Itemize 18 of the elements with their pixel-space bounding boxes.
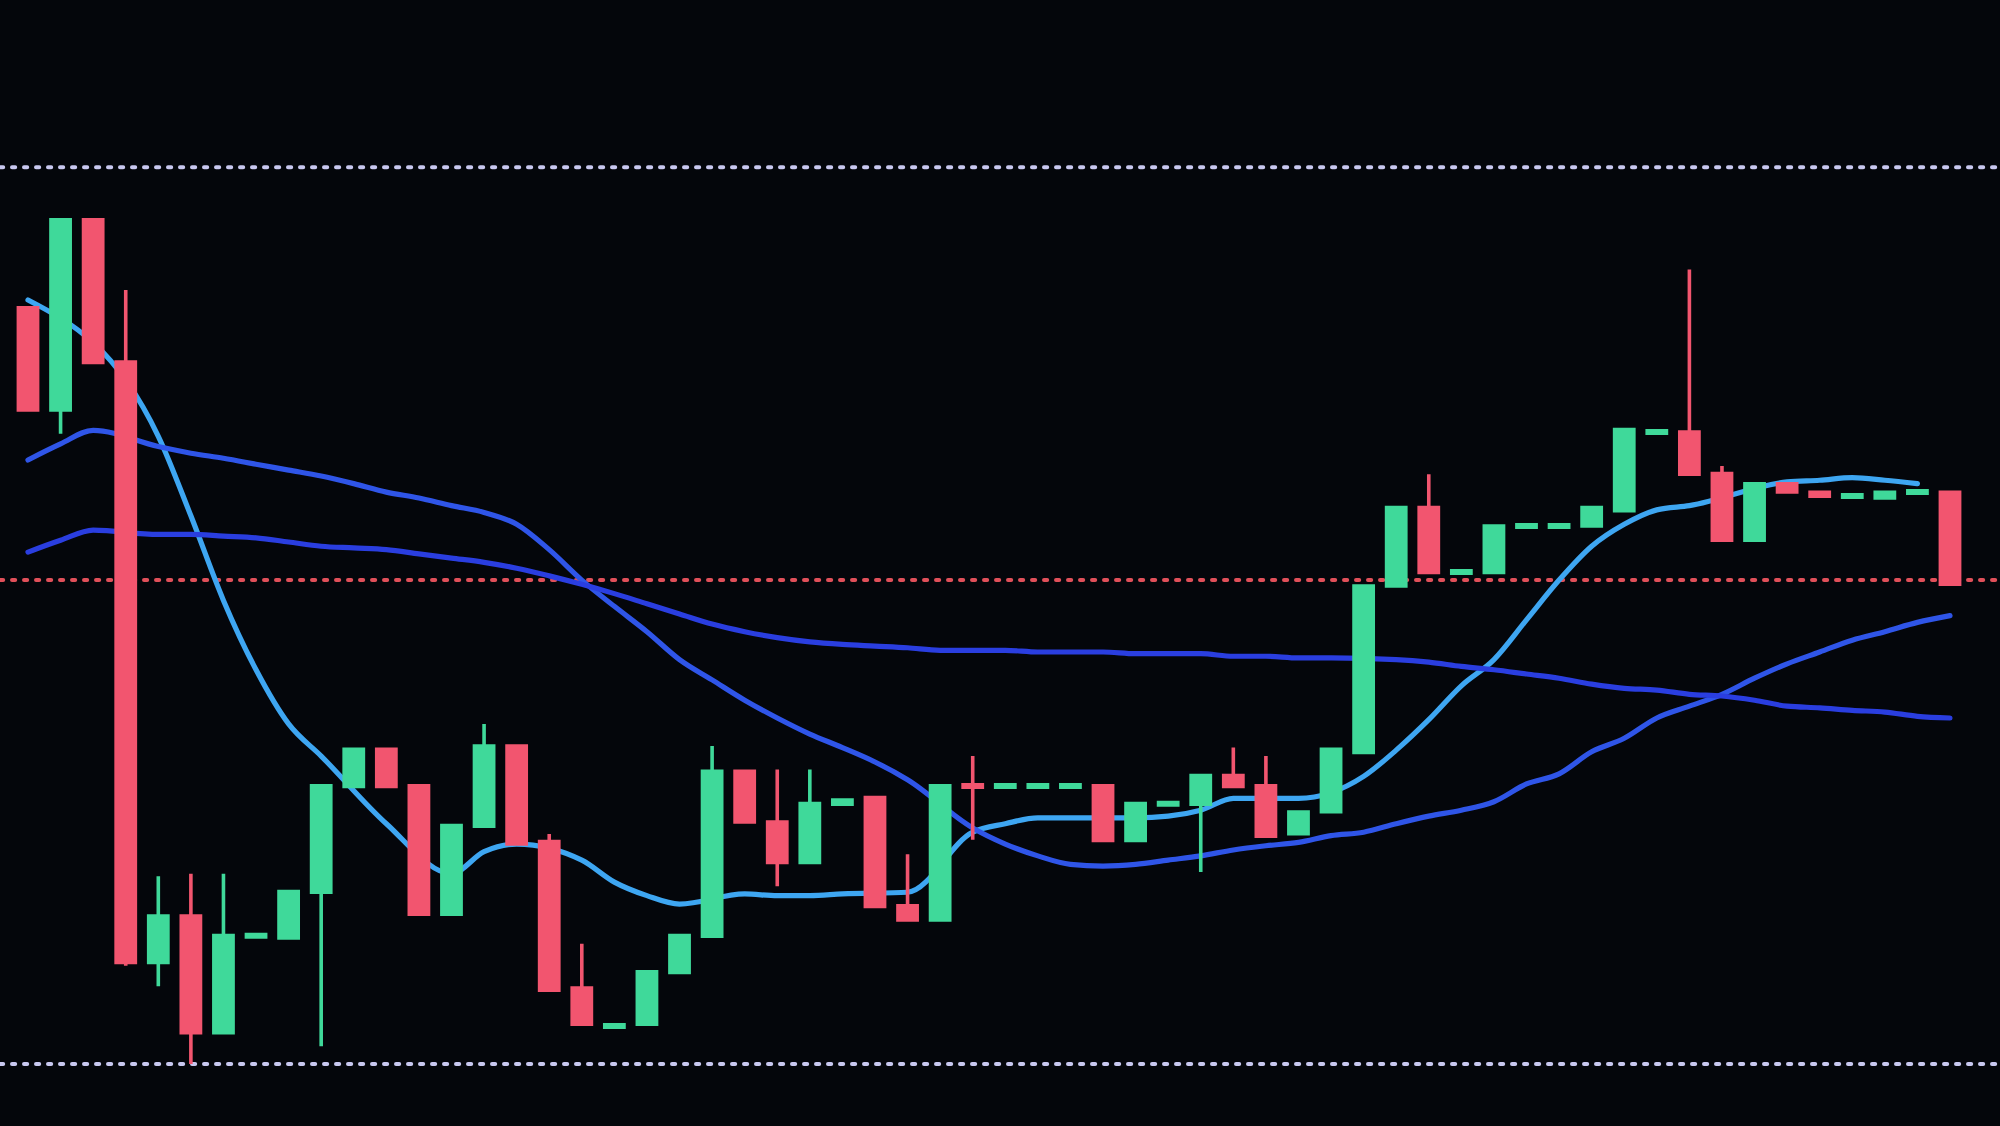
candlestick <box>309 783 333 1047</box>
candlestick <box>1189 773 1213 872</box>
candlestick <box>831 798 854 806</box>
candlestick <box>1026 783 1050 790</box>
candlestick <box>1645 429 1669 436</box>
candlestick <box>1873 490 1897 500</box>
candlestick <box>993 783 1017 790</box>
candlestick <box>765 769 789 887</box>
candlestick <box>1156 800 1180 807</box>
candlestick <box>1840 492 1864 499</box>
candlestick <box>1449 569 1473 576</box>
candlestick <box>1059 783 1082 790</box>
candlestick <box>1906 489 1929 496</box>
candlestick <box>961 756 985 840</box>
candlestick <box>1808 490 1832 499</box>
candlestick <box>1515 522 1538 529</box>
candlestick <box>602 1022 626 1029</box>
candlestick <box>570 943 594 1026</box>
